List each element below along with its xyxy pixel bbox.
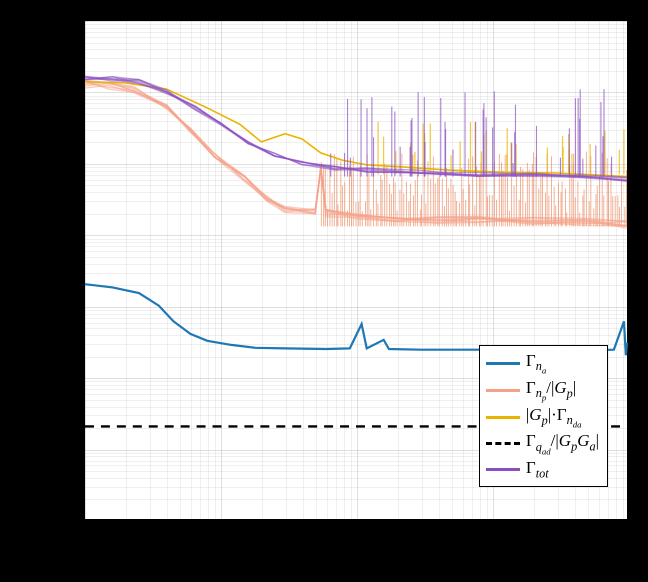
legend-item-gp-gamma-nda: |Gp|·Γnda (486, 404, 599, 431)
legend-label: Γqad/|GpGa| (526, 430, 599, 457)
legend-swatch (486, 389, 520, 392)
legend-item-gamma-np: Γnp/|Gp| (486, 377, 599, 404)
gridline (629, 21, 630, 519)
legend-swatch (486, 468, 520, 471)
legend-label: Γtot (526, 457, 549, 482)
legend-swatch (486, 416, 520, 419)
legend-item-gamma-na: Γna (486, 350, 599, 377)
figure-frame: Γna Γnp/|Gp| |Gp|·Γnda Γqad/|GpGa| Γtot (0, 0, 648, 582)
legend-label: Γna (526, 350, 546, 377)
legend-label: |Gp|·Γnda (526, 404, 582, 431)
legend-item-gamma-qad: Γqad/|GpGa| (486, 430, 599, 457)
legend: Γna Γnp/|Gp| |Gp|·Γnda Γqad/|GpGa| Γtot (479, 345, 608, 487)
legend-swatch (486, 442, 520, 445)
legend-label: Γnp/|Gp| (526, 377, 576, 404)
legend-swatch (486, 362, 520, 365)
series-path (85, 82, 627, 177)
legend-item-gamma-tot: Γtot (486, 457, 599, 482)
gridline (85, 521, 627, 522)
plot-area: Γna Γnp/|Gp| |Gp|·Γnda Γqad/|GpGa| Γtot (84, 20, 628, 520)
